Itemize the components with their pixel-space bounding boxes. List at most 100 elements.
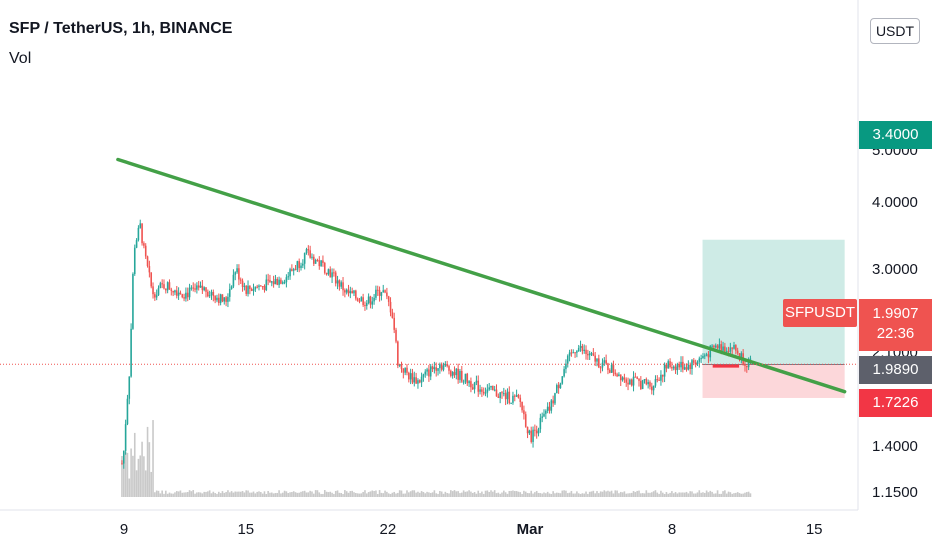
volume-bar-277 xyxy=(627,493,629,497)
volume-bar-44 xyxy=(201,493,204,497)
candle-107 xyxy=(316,258,319,262)
volume-bar-4 xyxy=(128,478,131,497)
volume-bar-36 xyxy=(186,492,189,497)
candle-342 xyxy=(746,365,748,373)
volume-bar-14 xyxy=(146,426,149,497)
candle-242 xyxy=(563,366,565,378)
volume-bar-83 xyxy=(272,493,275,497)
candle-24 xyxy=(165,288,167,294)
volume-bar-155 xyxy=(404,493,406,497)
candle-168 xyxy=(428,364,430,382)
volume-bar-279 xyxy=(630,492,633,497)
volume-bar-271 xyxy=(616,490,618,497)
candle-62 xyxy=(234,271,237,281)
candle-103 xyxy=(309,245,311,259)
candle-197 xyxy=(481,386,483,397)
candle-54 xyxy=(219,293,222,306)
volume-bar-186 xyxy=(460,492,463,497)
candle-120 xyxy=(340,280,343,289)
candle-121 xyxy=(342,277,344,296)
volume-bar-272 xyxy=(618,493,620,497)
candle-316 xyxy=(698,356,701,368)
volume-bar-235 xyxy=(550,493,553,497)
candle-221 xyxy=(524,411,527,428)
candle-263 xyxy=(601,358,604,372)
volume-bar-343 xyxy=(747,491,750,497)
candle-336 xyxy=(735,344,737,355)
volume-bar-276 xyxy=(625,493,628,497)
volume-bar-265 xyxy=(605,491,607,497)
candle-179 xyxy=(448,364,450,375)
volume-bar-128 xyxy=(355,492,357,497)
candle-163 xyxy=(418,379,421,384)
volume-bar-213 xyxy=(510,490,512,497)
candle-205 xyxy=(495,384,498,397)
candle-73 xyxy=(254,286,257,293)
candle-238 xyxy=(555,383,558,394)
volume-bar-204 xyxy=(493,490,496,497)
volume-bar-208 xyxy=(501,492,503,497)
candle-243 xyxy=(565,359,567,374)
candle-239 xyxy=(557,382,560,394)
volume-bar-261 xyxy=(598,493,600,497)
candle-234 xyxy=(548,401,551,414)
candle-147 xyxy=(389,297,392,317)
candle-196 xyxy=(479,384,481,395)
volume-bar-12 xyxy=(143,456,145,497)
candle-231 xyxy=(543,409,545,418)
candle-105 xyxy=(313,254,315,267)
volume-bar-140 xyxy=(376,493,379,497)
candle-101 xyxy=(305,247,308,255)
candle-184 xyxy=(457,363,459,384)
candle-35 xyxy=(185,287,187,302)
descending-trendline[interactable] xyxy=(116,157,847,394)
candle-266 xyxy=(607,362,609,375)
volume-bar-211 xyxy=(506,493,509,497)
volume-bar-308 xyxy=(683,492,686,497)
volume-bar-25 xyxy=(166,493,169,497)
volume-bar-92 xyxy=(289,492,291,497)
volume-bar-143 xyxy=(382,493,385,497)
candle-321 xyxy=(707,351,710,363)
candle-278 xyxy=(629,378,631,385)
currency-button[interactable]: USDT xyxy=(870,18,920,44)
candle-288 xyxy=(647,379,649,389)
volume-bar-161 xyxy=(415,492,417,497)
volume-bar-269 xyxy=(612,493,615,497)
candle-255 xyxy=(587,349,589,360)
candle-271 xyxy=(616,372,618,378)
candle-286 xyxy=(643,379,646,384)
volume-bar-289 xyxy=(649,492,651,497)
candle-22 xyxy=(161,279,163,289)
candle-5 xyxy=(130,323,132,378)
candle-264 xyxy=(603,357,606,366)
candle-43 xyxy=(199,281,202,288)
volume-bar-200 xyxy=(486,490,489,497)
volume-bar-43 xyxy=(199,492,202,497)
volume-bar-59 xyxy=(228,492,231,497)
candle-171 xyxy=(433,361,436,374)
volume-bar-53 xyxy=(218,491,220,497)
volume-bar-234 xyxy=(548,493,551,497)
candle-253 xyxy=(583,344,586,354)
volume-bar-88 xyxy=(281,492,284,497)
candle-279 xyxy=(630,378,633,387)
volume-bar-34 xyxy=(183,492,185,497)
candle-88 xyxy=(281,280,284,285)
volume-bar-281 xyxy=(634,492,637,497)
candle-327 xyxy=(718,338,721,352)
volume-bar-327 xyxy=(718,493,721,497)
volume-bar-292 xyxy=(654,490,657,497)
volume-bar-106 xyxy=(314,490,317,497)
volume-indicator-label[interactable]: Vol xyxy=(9,50,32,67)
candle-127 xyxy=(353,289,355,297)
candle-115 xyxy=(331,268,333,284)
volume-bar-287 xyxy=(645,490,648,497)
candle-81 xyxy=(269,274,271,283)
volume-bar-49 xyxy=(210,493,213,497)
candle-318 xyxy=(702,353,704,359)
volume-bar-99 xyxy=(302,491,304,497)
volume-bar-72 xyxy=(252,491,255,497)
volume-bar-148 xyxy=(391,492,394,497)
